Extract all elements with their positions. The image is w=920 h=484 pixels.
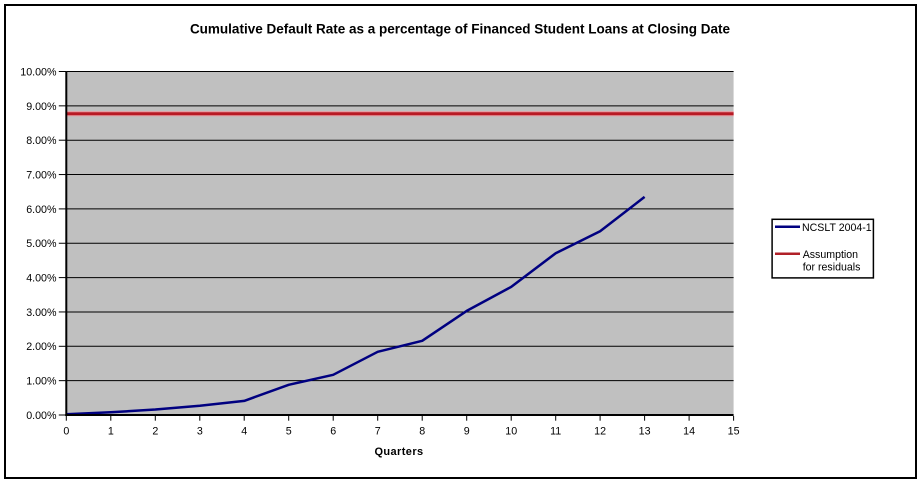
svg-text:Cumulative Default Rate as a p: Cumulative Default Rate as a percentage … (190, 21, 731, 36)
svg-text:4: 4 (241, 426, 247, 438)
svg-text:2.00%: 2.00% (26, 341, 57, 353)
svg-text:5: 5 (286, 426, 292, 438)
svg-text:15: 15 (728, 426, 740, 438)
svg-text:NCSLT 2004-1: NCSLT 2004-1 (802, 222, 872, 234)
svg-text:6.00%: 6.00% (26, 204, 57, 216)
svg-text:8: 8 (419, 426, 425, 438)
svg-text:10: 10 (505, 426, 517, 438)
svg-text:4.00%: 4.00% (26, 273, 57, 285)
svg-text:Assumption: Assumption (803, 249, 858, 261)
svg-text:2: 2 (152, 426, 158, 438)
svg-text:9: 9 (464, 426, 470, 438)
svg-text:10.00%: 10.00% (20, 66, 57, 78)
svg-text:Quarters: Quarters (374, 446, 423, 458)
svg-text:6: 6 (330, 426, 336, 438)
svg-text:3.00%: 3.00% (26, 307, 57, 319)
svg-text:8.00%: 8.00% (26, 135, 57, 147)
svg-text:0: 0 (63, 426, 69, 438)
svg-text:1: 1 (108, 426, 114, 438)
svg-text:12: 12 (594, 426, 606, 438)
svg-text:11: 11 (550, 426, 561, 438)
svg-text:13: 13 (639, 426, 651, 438)
svg-text:5.00%: 5.00% (26, 238, 57, 250)
svg-text:14: 14 (683, 426, 695, 438)
svg-text:3: 3 (197, 426, 203, 438)
svg-text:for residuals: for residuals (803, 261, 861, 273)
svg-text:9.00%: 9.00% (26, 101, 57, 113)
svg-text:7: 7 (375, 426, 381, 438)
svg-text:7.00%: 7.00% (26, 169, 57, 181)
svg-text:1.00%: 1.00% (26, 376, 57, 388)
svg-text:0.00%: 0.00% (26, 410, 57, 422)
